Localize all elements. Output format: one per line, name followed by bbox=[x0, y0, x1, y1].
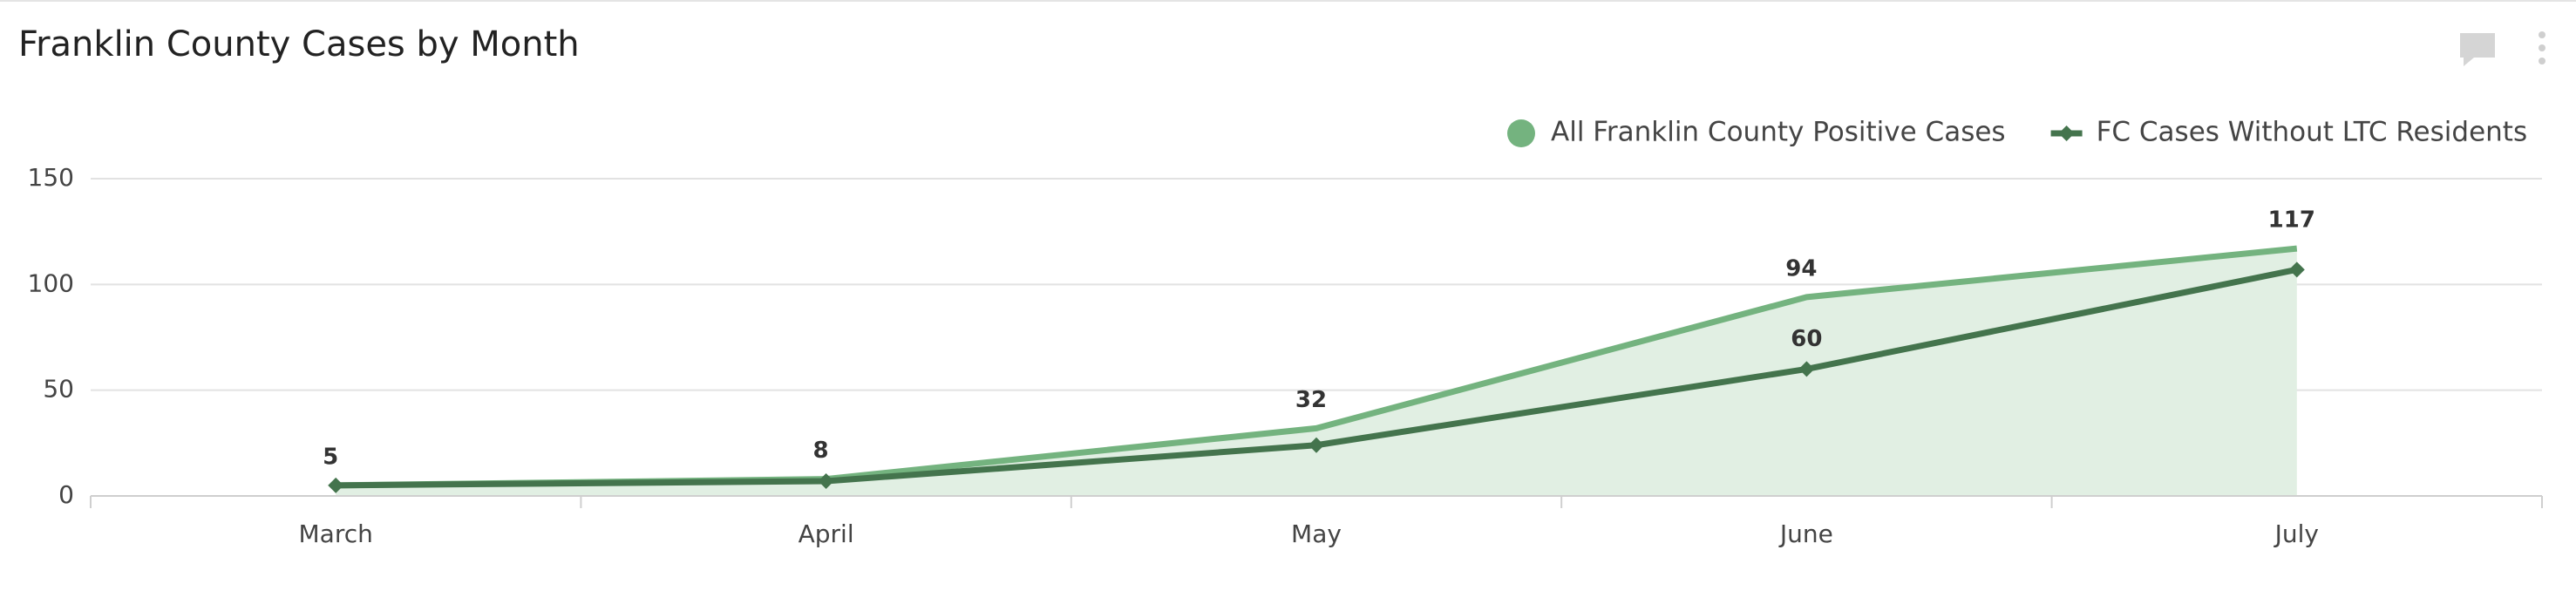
x-tick-label: March bbox=[299, 519, 373, 548]
comment-icon[interactable] bbox=[2460, 33, 2495, 66]
legend-marker bbox=[2058, 126, 2075, 141]
point bbox=[2288, 261, 2305, 278]
point bbox=[818, 473, 834, 490]
point bbox=[328, 477, 344, 493]
data-label: 60 bbox=[1791, 326, 1822, 352]
legend: All Franklin County Positive Cases FC Cas… bbox=[1507, 117, 2527, 148]
x-tick-label: May bbox=[1291, 519, 1342, 548]
data-label: 8 bbox=[813, 438, 829, 464]
legend-label: FC Cases Without LTC Residents bbox=[2097, 117, 2528, 148]
data-label: 5 bbox=[323, 444, 338, 470]
x-tick-label: April bbox=[799, 519, 854, 548]
data-label: 32 bbox=[1295, 387, 1327, 413]
y-tick-label: 50 bbox=[43, 375, 74, 404]
point bbox=[1798, 361, 1815, 377]
data-label: 94 bbox=[1785, 255, 1817, 282]
legend-marker bbox=[1507, 119, 1535, 147]
y-tick-label: 0 bbox=[58, 480, 74, 509]
chart-title: Franklin County Cases by Month bbox=[18, 24, 580, 64]
point bbox=[1308, 437, 1324, 453]
y-tick-label: 100 bbox=[28, 268, 74, 297]
legend-label: All Franklin County Positive Cases bbox=[1551, 117, 2006, 148]
area bbox=[336, 248, 2297, 496]
menu-icon[interactable] bbox=[2539, 31, 2545, 64]
data-label: 117 bbox=[2268, 207, 2315, 234]
x-tick-label: June bbox=[1778, 519, 1833, 548]
x-tick-label: July bbox=[2274, 519, 2319, 548]
y-tick-label: 150 bbox=[28, 163, 74, 192]
